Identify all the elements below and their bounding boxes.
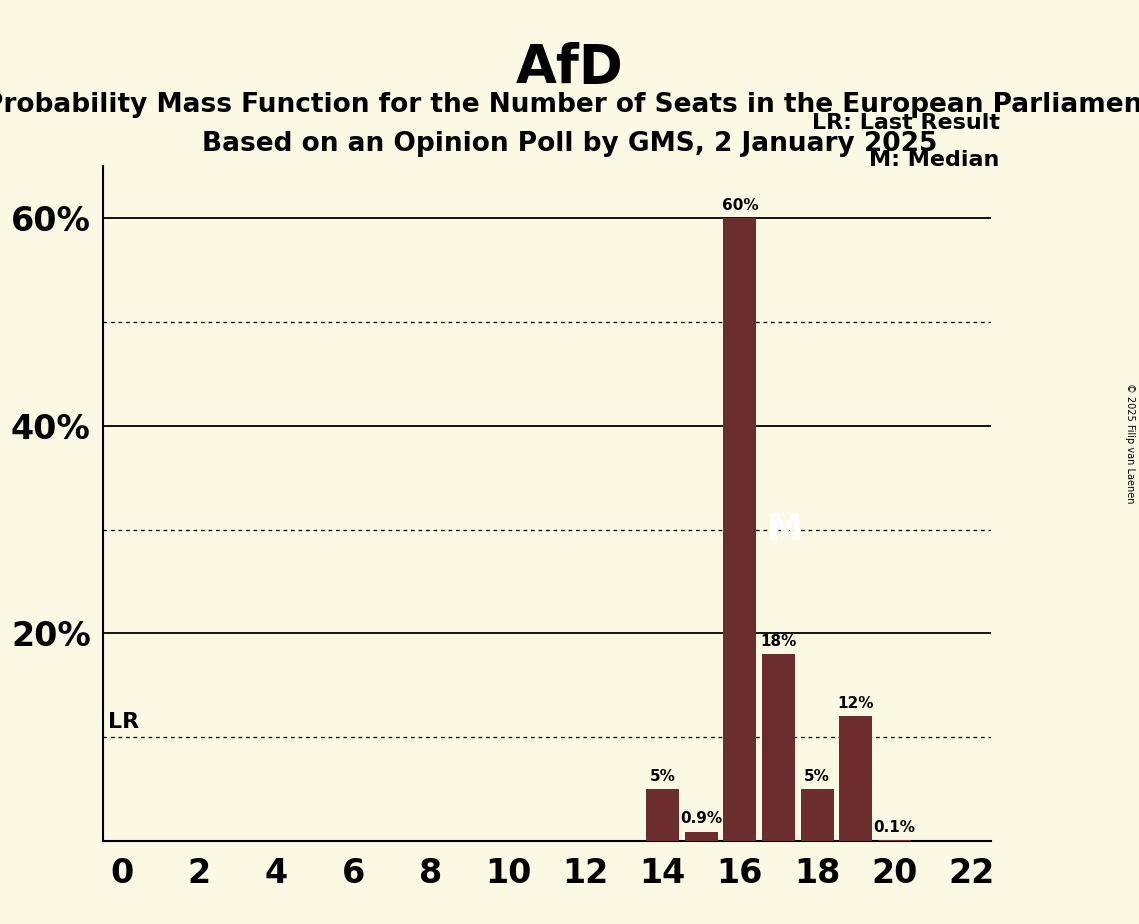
Text: Based on an Opinion Poll by GMS, 2 January 2025: Based on an Opinion Poll by GMS, 2 Janua… (202, 131, 937, 157)
Bar (646, 789, 679, 841)
Text: 60%: 60% (721, 198, 759, 213)
Bar (801, 789, 834, 841)
Text: M: M (767, 513, 802, 546)
Text: 5%: 5% (649, 769, 675, 784)
Text: LR: Last Result: LR: Last Result (812, 113, 1000, 133)
Text: 12%: 12% (837, 696, 874, 711)
Text: M: Median: M: Median (869, 150, 1000, 170)
Text: Probability Mass Function for the Number of Seats in the European Parliament: Probability Mass Function for the Number… (0, 92, 1139, 118)
Text: AfD: AfD (516, 42, 623, 93)
Text: 18%: 18% (761, 634, 796, 649)
Text: 5%: 5% (804, 769, 830, 784)
Bar (762, 654, 795, 841)
Bar (878, 840, 911, 841)
Text: 0.1%: 0.1% (874, 820, 916, 834)
Bar (839, 716, 872, 841)
Bar (723, 218, 756, 841)
Text: LR: LR (108, 711, 139, 732)
Bar (685, 832, 718, 841)
Text: 0.9%: 0.9% (680, 811, 722, 826)
Text: © 2025 Filip van Laenen: © 2025 Filip van Laenen (1125, 383, 1134, 504)
